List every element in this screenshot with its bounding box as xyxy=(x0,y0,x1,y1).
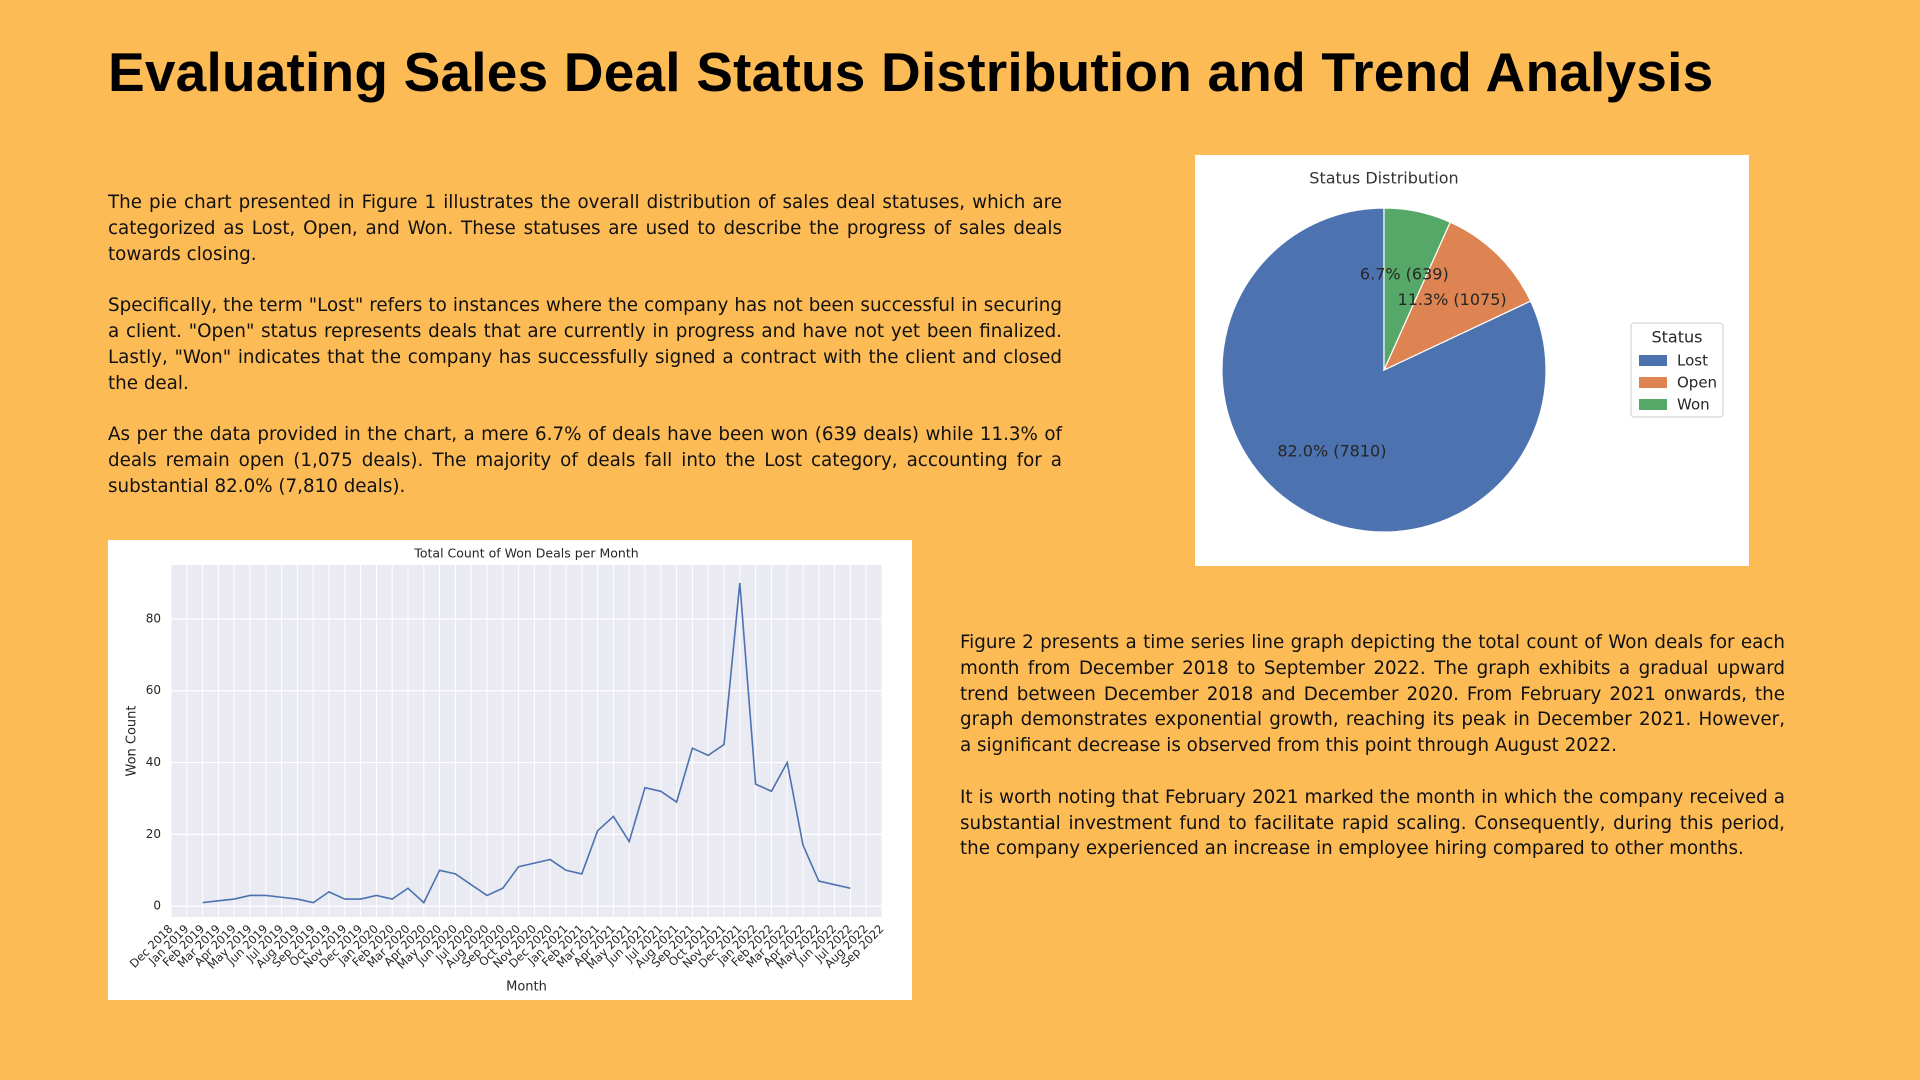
plot-area xyxy=(171,565,882,917)
y-tick-label: 80 xyxy=(146,611,161,625)
y-tick-label: 20 xyxy=(146,827,161,841)
paragraph: It is worth noting that February 2021 ma… xyxy=(960,786,1785,860)
page-title: Evaluating Sales Deal Status Distributio… xyxy=(108,41,1714,103)
chart-title: Status Distribution xyxy=(1309,169,1458,188)
legend-label: Lost xyxy=(1677,352,1708,370)
y-axis-label: Won Count xyxy=(125,705,140,776)
pie-slice xyxy=(1383,207,1451,371)
pie-chart: Status Distribution 82.0% (7810) 11.3% (10… xyxy=(1221,169,1724,533)
legend-swatch xyxy=(1639,377,1667,388)
paragraph: Figure 2 presents a time series line gra… xyxy=(960,632,1785,757)
pie-slice xyxy=(1382,221,1532,372)
right-text: Figure 2 presents a time series line gra… xyxy=(960,630,1785,888)
y-tick-label: 0 xyxy=(153,899,161,913)
legend-box xyxy=(1630,322,1724,418)
slice-label: 6.7% (639) xyxy=(1360,264,1449,283)
left-text: The pie chart presented in Figure 1 illu… xyxy=(108,190,1062,525)
legend-swatch xyxy=(1639,399,1667,410)
y-tick-label: 40 xyxy=(146,755,161,769)
paragraph: Specifically, the term "Lost" refers to … xyxy=(108,295,1062,394)
legend-swatch xyxy=(1639,355,1667,366)
pie-card: Status Distribution 82.0% (7810) 11.3% (10… xyxy=(1195,155,1749,566)
paragraph: As per the data provided in the chart, a… xyxy=(108,424,1062,497)
paragraph: The pie chart presented in Figure 1 illu… xyxy=(108,192,1062,265)
line-card: Total Count of Won Deals per Month Dec 20… xyxy=(108,540,912,1000)
data-line xyxy=(202,582,851,904)
x-axis-label: Month xyxy=(506,980,547,995)
slice-label: 82.0% (7810) xyxy=(1277,442,1386,461)
legend-title: Status xyxy=(1652,328,1703,347)
chart-title: Total Count of Won Deals per Month xyxy=(413,546,638,561)
legend-label: Open xyxy=(1677,374,1717,392)
y-tick-label: 60 xyxy=(146,683,161,697)
slice-label: 11.3% (1075) xyxy=(1398,290,1507,309)
legend-label: Won xyxy=(1677,396,1710,414)
